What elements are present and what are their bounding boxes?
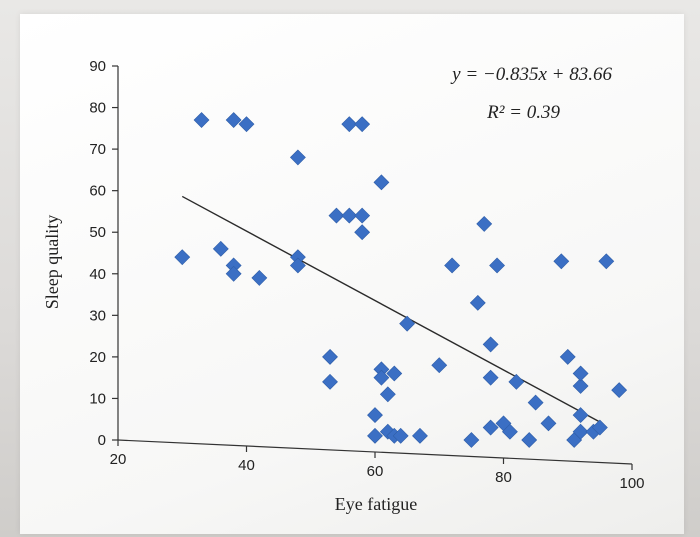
data-point [238, 116, 255, 133]
data-point [572, 423, 589, 440]
data-point [502, 423, 518, 440]
data-point [572, 378, 589, 394]
data-point [354, 207, 371, 224]
data-point [412, 427, 428, 444]
y-tick-label: 90 [89, 58, 106, 75]
x-tick-label: 100 [619, 475, 644, 492]
x-axis-title: Eye fatigue [335, 494, 417, 514]
y-tick-label: 30 [89, 307, 106, 324]
y-tick-label: 10 [89, 390, 106, 407]
data-point [367, 407, 383, 423]
chart-paper [20, 14, 684, 534]
y-axis-title: Sleep quality [42, 215, 62, 309]
data-point [553, 253, 570, 270]
data-point [508, 373, 525, 390]
data-point [289, 149, 306, 166]
data-point [174, 249, 191, 266]
labels: 0 10 20 30 40 50 60 70 80 90 20 40 60 80 100 Eye fatigu… [42, 58, 645, 514]
data-point [322, 373, 338, 390]
data-point [354, 224, 371, 241]
x-tick-label: 40 [238, 457, 255, 474]
data-point [482, 336, 499, 353]
data-point [482, 369, 499, 386]
y-tick-label: 70 [89, 141, 106, 158]
data-point [373, 369, 390, 386]
data-point [591, 419, 608, 436]
data-point [540, 415, 557, 432]
data-point [482, 419, 499, 436]
data-point [399, 315, 416, 332]
data-point [289, 257, 306, 274]
data-point [572, 407, 589, 423]
x-tick-label: 80 [495, 469, 512, 486]
data-point [379, 386, 396, 403]
data-point [328, 207, 345, 224]
data-point [193, 112, 210, 128]
data-point [521, 432, 538, 448]
data-point [341, 207, 358, 224]
x-tick-label: 60 [367, 463, 384, 480]
data-point [489, 257, 505, 274]
data-point [463, 432, 480, 448]
data-point [469, 294, 486, 311]
data-point [572, 365, 589, 382]
data-point [527, 394, 544, 411]
x-tick-label: 20 [110, 451, 127, 468]
trendline-equation: y = −0.835x + 83.66 [450, 64, 612, 85]
axes [112, 65, 633, 470]
data-point [444, 257, 461, 274]
data-point [559, 348, 576, 365]
data-point [431, 357, 448, 374]
data-point [225, 112, 242, 128]
data-point [367, 427, 383, 444]
data-points [174, 112, 628, 448]
data-point [392, 427, 409, 444]
y-tick-label: 0 [98, 432, 106, 449]
data-point [341, 116, 358, 133]
data-point [476, 215, 493, 232]
y-tick-label: 40 [89, 266, 106, 283]
y-tick-label: 60 [89, 183, 106, 200]
data-point [212, 240, 229, 257]
trendline [181, 195, 601, 423]
data-point [225, 265, 242, 282]
data-point [386, 365, 403, 382]
data-point [598, 253, 615, 270]
data-point [322, 348, 338, 365]
y-tick-label: 80 [89, 100, 106, 117]
r-squared-label: R² = 0.39 [486, 102, 560, 123]
y-tick-label: 50 [89, 224, 106, 241]
data-point [251, 270, 268, 286]
data-point [373, 174, 390, 191]
y-tick-label: 20 [89, 349, 106, 366]
data-point [611, 382, 628, 399]
data-point [354, 116, 371, 133]
trendline-group [181, 195, 601, 423]
